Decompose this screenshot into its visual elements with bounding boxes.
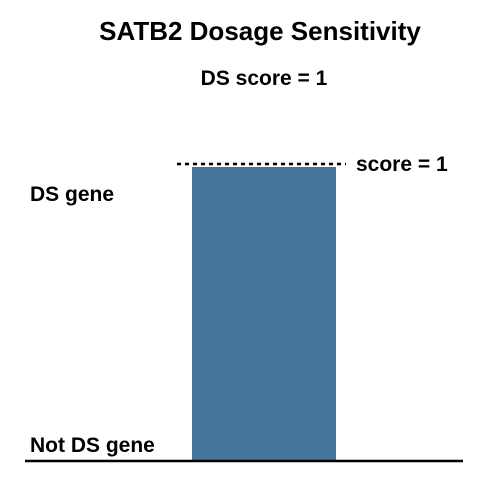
not-ds-gene-label: Not DS gene <box>30 434 155 457</box>
bar-satb2 <box>192 167 336 461</box>
chart-subtitle: DS score = 1 <box>201 67 328 90</box>
reference-line-label: score = 1 <box>356 153 448 176</box>
ds-gene-label: DS gene <box>30 183 114 206</box>
chart-title: SATB2 Dosage Sensitivity <box>99 16 421 46</box>
chart-marks: score = 1 <box>25 153 463 463</box>
